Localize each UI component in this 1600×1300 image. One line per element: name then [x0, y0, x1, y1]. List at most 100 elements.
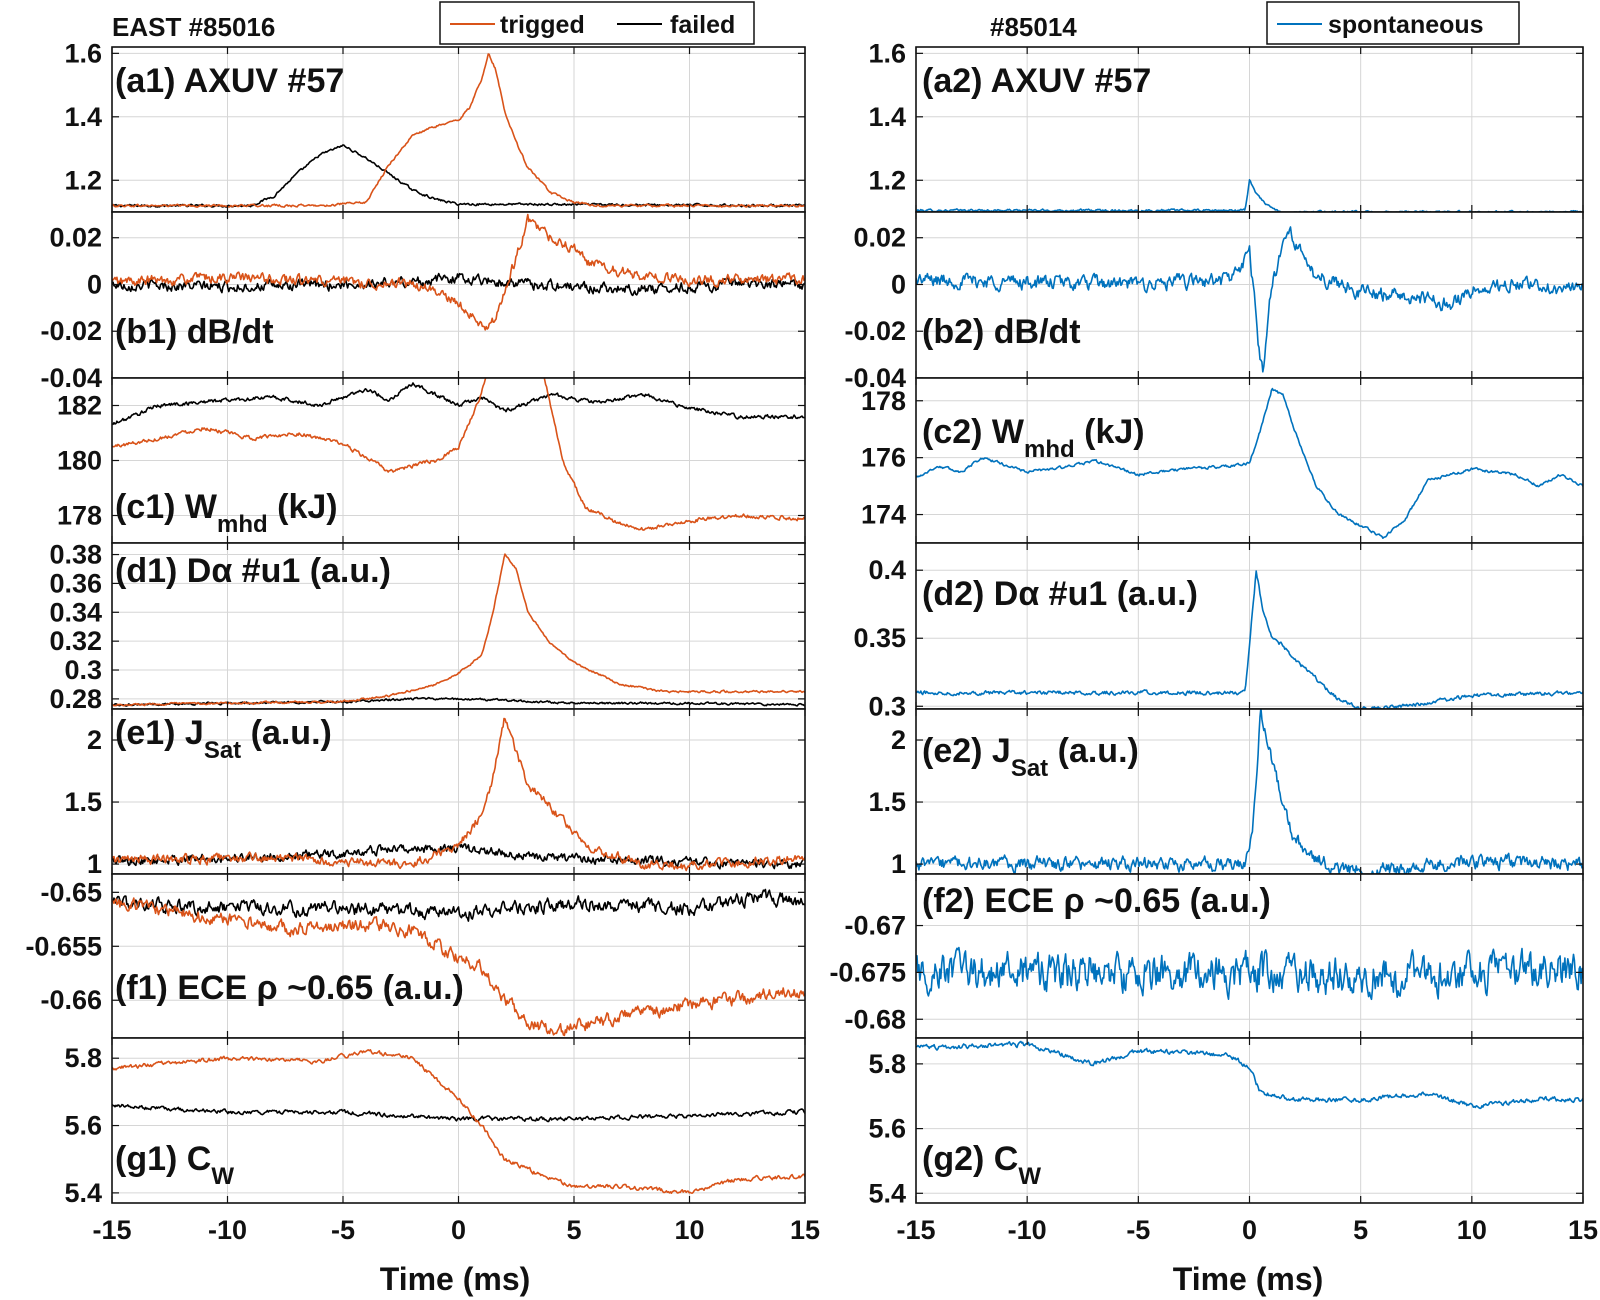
- panel-g1: 5.4 5.6 5.8 -15 -10 -5 0 5 10 15 (g1) CW: [64, 1037, 820, 1245]
- y-tick-label: -0.02: [40, 316, 102, 346]
- panel-a1: 1.2 1.4 1.6 (a1) AXUV #57: [64, 38, 806, 213]
- x-tick-label: 5: [566, 1215, 581, 1245]
- y-tick-label: 0.28: [49, 684, 102, 714]
- y-tick-label: 1.5: [868, 787, 906, 817]
- panel-c1: 178 180 182 (c1) Wmhd (kJ): [57, 377, 806, 544]
- y-tick-label: 0.3: [64, 655, 102, 685]
- y-tick-label: 5.8: [868, 1049, 906, 1079]
- panel-b1-lines: [112, 213, 805, 331]
- series-trigged-line: [112, 897, 805, 1037]
- y-tick-label: 1.2: [64, 165, 102, 195]
- series-trigged-line: [112, 213, 805, 331]
- y-tick-label: -0.02: [844, 316, 906, 346]
- x-tick-label: 10: [1457, 1215, 1487, 1245]
- series-failed-line: [112, 382, 805, 426]
- panel-a2: 1.2 1.4 1.6 (a2) AXUV #57: [868, 38, 1584, 213]
- panel-label-e1: (e1) JSat (a.u.): [115, 714, 332, 764]
- legend-label-trigged: trigged: [500, 11, 585, 39]
- x-tick-label: -10: [1008, 1215, 1047, 1245]
- legend-label-spontaneous: spontaneous: [1328, 11, 1484, 39]
- y-tick-label: 1.6: [64, 38, 102, 68]
- panel-label-g2: (g2) CW: [922, 1140, 1041, 1190]
- legend-label-failed: failed: [670, 11, 735, 39]
- panel-label-f2: (f2) ECE ρ ~0.65 (a.u.): [922, 882, 1271, 920]
- panel-label-e2: (e2) JSat (a.u.): [922, 732, 1139, 782]
- y-tick-label: 2: [891, 725, 906, 755]
- y-tick-label: 0.34: [49, 597, 102, 627]
- left-header: EAST #85016: [112, 12, 275, 42]
- x-tick-label: -15: [92, 1215, 131, 1245]
- panel-b1: -0.04 -0.02 0 0.02 (b1) dB/dt: [40, 211, 806, 393]
- y-tick-label: -0.04: [844, 363, 906, 393]
- y-tick-label: 5.8: [64, 1043, 102, 1073]
- panel-c1-lines: [112, 378, 805, 531]
- x-tick-label: -5: [1126, 1215, 1150, 1245]
- y-tick-label: 180: [57, 446, 102, 476]
- y-tick-label: 0.02: [853, 223, 906, 253]
- y-tick-label: 0.32: [49, 626, 102, 656]
- panel-e1: 1 1.5 2 (e1) JSat (a.u.): [64, 708, 806, 879]
- x-tick-label: 15: [1568, 1215, 1598, 1245]
- series-trigged-line: [112, 378, 805, 531]
- y-tick-label: 1: [891, 849, 906, 879]
- panel-c2-lines: [916, 387, 1583, 539]
- y-tick-label: -0.04: [40, 363, 102, 393]
- y-tick-label: -0.65: [40, 877, 102, 907]
- x-tick-label: 0: [1242, 1215, 1257, 1245]
- y-tick-label: 5.6: [64, 1111, 102, 1141]
- panel-d1: 0.280.30.320.340.360.38 (d1) Dα #u1 (a.u.…: [49, 540, 806, 714]
- y-tick-label: -0.655: [25, 931, 102, 961]
- y-tick-label: 176: [861, 443, 906, 473]
- panel-c2: 174 176 178 (c2) Wmhd (kJ): [861, 377, 1584, 544]
- y-tick-label: 1.2: [868, 165, 906, 195]
- panel-b2: -0.04 -0.02 0 0.02 (b2) dB/dt: [844, 211, 1584, 393]
- panel-label-b2: (b2) dB/dt: [922, 313, 1081, 351]
- y-tick-label: 5.4: [64, 1178, 102, 1208]
- y-tick-label: 0.4: [868, 555, 906, 585]
- panel-label-c2: (c2) Wmhd (kJ): [922, 413, 1145, 463]
- panel-d2-lines: [916, 570, 1583, 709]
- panel-label-a1: (a1) AXUV #57: [115, 62, 344, 100]
- y-tick-label: 174: [861, 500, 906, 530]
- y-tick-label: 5.4: [868, 1178, 906, 1208]
- series-spontaneous-line: [916, 946, 1583, 1001]
- x-tick-label: -15: [896, 1215, 935, 1245]
- panel-label-c1: (c1) Wmhd (kJ): [115, 488, 338, 538]
- x-tick-label: 15: [790, 1215, 820, 1245]
- series-failed-line: [112, 888, 805, 922]
- series-spontaneous-line: [916, 226, 1583, 373]
- series-spontaneous-line: [916, 570, 1583, 709]
- x-tick-label: 5: [1353, 1215, 1368, 1245]
- y-tick-label: -0.675: [829, 957, 906, 987]
- y-tick-label: 178: [861, 386, 906, 416]
- y-tick-label: 1: [87, 849, 102, 879]
- panel-label-d1: (d1) Dα #u1 (a.u.): [115, 552, 391, 590]
- y-tick-label: 0.35: [853, 623, 906, 653]
- y-tick-label: 182: [57, 391, 102, 421]
- panel-f1: -0.66 -0.655 -0.65 (f1) ECE ρ ~0.65 (a.u.): [25, 873, 806, 1039]
- y-tick-label: 1.5: [64, 787, 102, 817]
- y-tick-label: 1.6: [868, 38, 906, 68]
- legend-left: trigged failed: [439, 1, 755, 45]
- series-spontaneous-line: [916, 387, 1583, 539]
- panel-label-a2: (a2) AXUV #57: [922, 62, 1151, 100]
- panel-label-g1: (g1) CW: [115, 1140, 234, 1190]
- y-tick-label: 1.4: [64, 102, 102, 132]
- y-tick-label: 178: [57, 501, 102, 531]
- panel-f1-lines: [112, 888, 805, 1037]
- series-trigged-line: [112, 1049, 805, 1194]
- right-header: #85014: [990, 12, 1077, 42]
- panel-label-d2: (d2) Dα #u1 (a.u.): [922, 575, 1198, 613]
- x-tick-label: -10: [208, 1215, 247, 1245]
- y-tick-label: 0: [87, 269, 102, 299]
- y-tick-label: -0.66: [40, 985, 102, 1015]
- panel-d2: 0.3 0.35 0.4 (d2) Dα #u1 (a.u.): [853, 542, 1584, 721]
- panel-e2-lines: [916, 709, 1583, 874]
- y-tick-label: -0.68: [844, 1004, 906, 1034]
- y-tick-label: 0.38: [49, 540, 102, 570]
- y-tick-label: 2: [87, 725, 102, 755]
- y-tick-label: 0.3: [868, 691, 906, 721]
- series-failed-line: [112, 1103, 805, 1123]
- panel-label-b1: (b1) dB/dt: [115, 313, 274, 351]
